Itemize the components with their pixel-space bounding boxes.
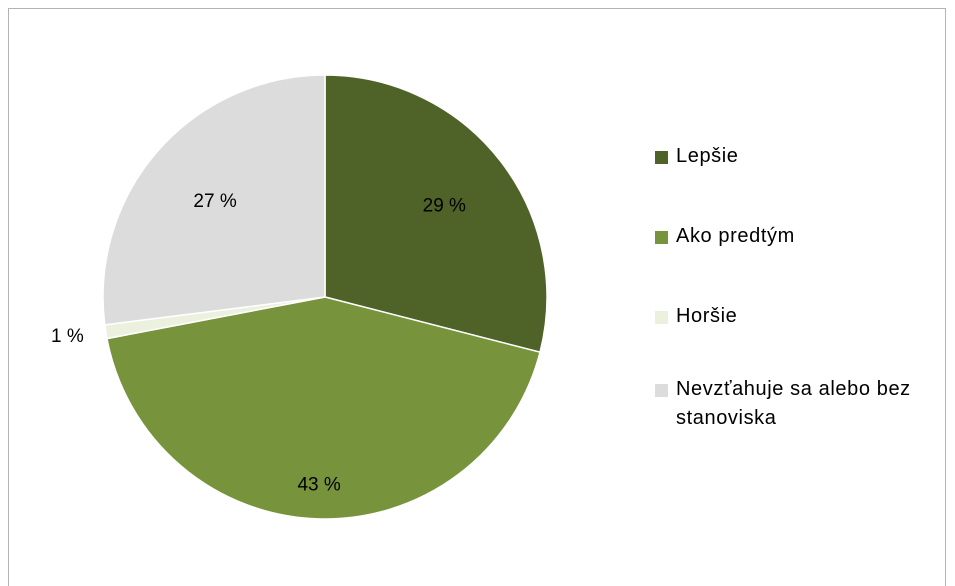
legend-swatch-horsie — [655, 311, 668, 324]
legend-swatch-nevztahuje — [655, 384, 668, 397]
legend-label-ako-predtym: Ako predtým — [676, 225, 795, 247]
pie-slice-lepsie — [324, 74, 548, 354]
legend-swatch-lepsie — [655, 151, 668, 164]
data-label-ako-predtym: 43 % — [297, 474, 340, 495]
pie-slice-nevztahuje — [102, 74, 326, 326]
legend: Lepšie Ako predtým Horšie Nevzťahuje sa … — [655, 142, 945, 433]
data-label-lepsie: 29 % — [423, 195, 466, 216]
legend-item-horsie: Horšie — [655, 302, 945, 331]
legend-label-horsie: Horšie — [676, 305, 738, 327]
legend-swatch-ako-predtym — [655, 231, 668, 244]
legend-item-ako-predtym: Ako predtým — [655, 222, 945, 251]
legend-label-lepsie: Lepšie — [676, 145, 739, 167]
pie-slice-ako-predtym — [106, 296, 541, 520]
data-label-horsie: 1 % — [51, 326, 84, 347]
data-label-nevztahuje: 27 % — [193, 191, 236, 212]
legend-item-nevztahuje: Nevzťahuje sa alebo bez stanoviska — [655, 375, 945, 433]
legend-item-lepsie: Lepšie — [655, 142, 945, 171]
legend-label-nevztahuje: Nevzťahuje sa alebo bez stanoviska — [676, 378, 911, 429]
